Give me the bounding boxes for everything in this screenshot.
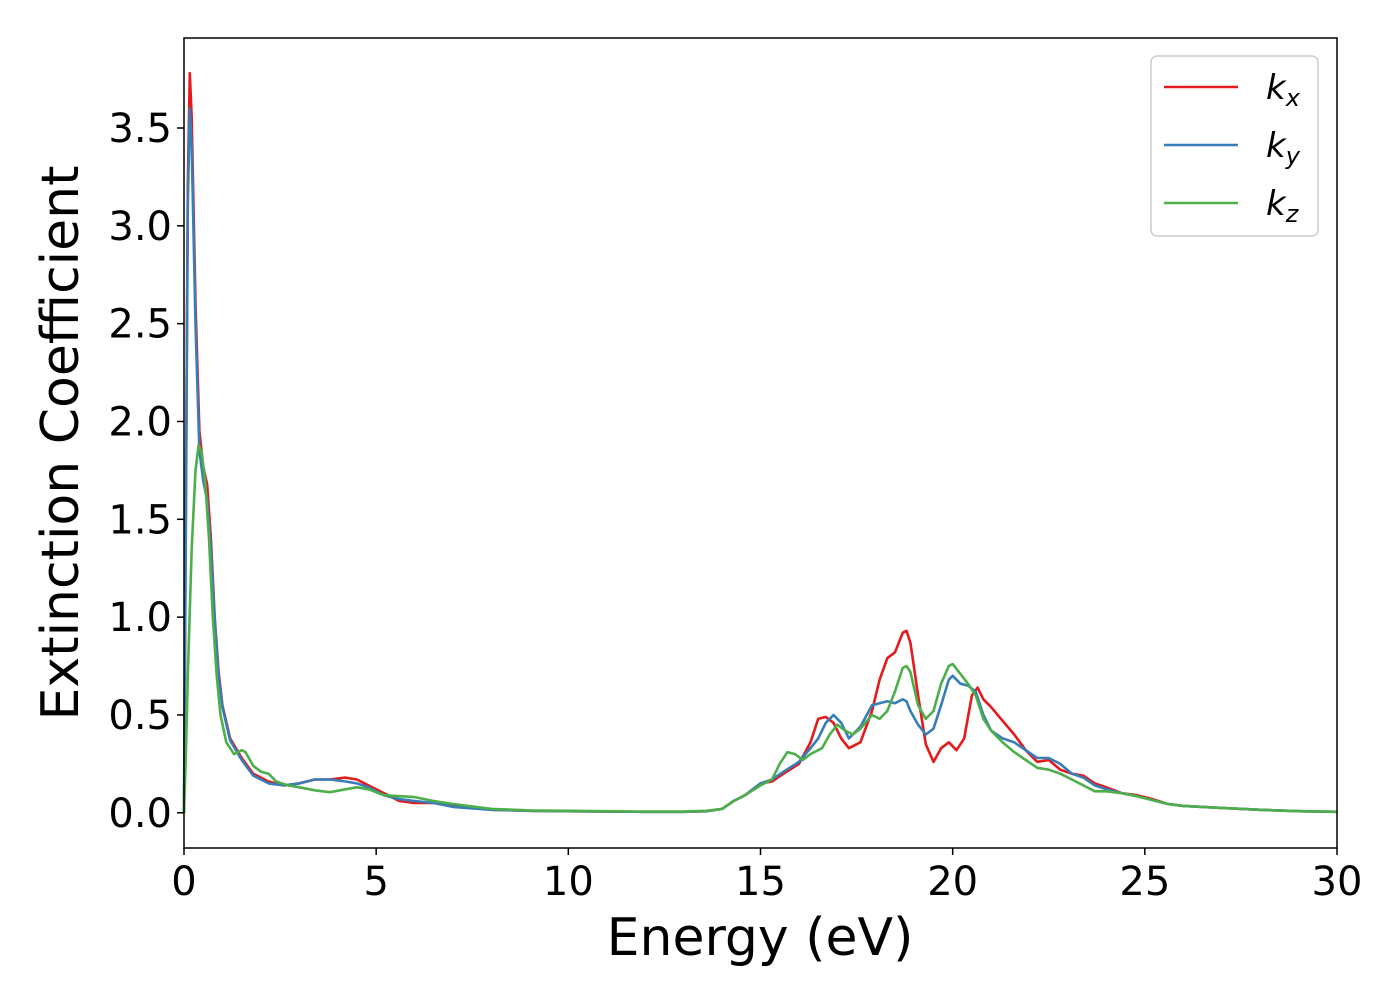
y-tick-label: 1.5 [108, 497, 172, 543]
x-tick-label: 5 [363, 859, 388, 905]
y-tick-label: 0.5 [108, 693, 172, 739]
legend-label-kz: kz [1266, 184, 1300, 228]
y-tick-label: 1.0 [108, 595, 172, 641]
x-axis-label: Energy (eV) [607, 908, 914, 968]
series-line-kz [182, 443, 1338, 814]
x-tick-label: 0 [171, 859, 196, 905]
x-tick-label: 25 [1119, 859, 1170, 905]
x-axis-ticks: 0 5 10 15 20 25 30 [171, 848, 1362, 905]
legend-label-ky: ky [1266, 126, 1301, 170]
y-tick-label: 0.0 [108, 791, 172, 837]
x-tick-label: 10 [543, 859, 594, 905]
y-tick-label: 2.0 [108, 399, 172, 445]
legend-items: kx ky kz [1164, 68, 1301, 228]
legend-label-kx: kx [1266, 68, 1301, 112]
y-axis-ticks: 0.0 0.5 1.0 1.5 2.0 2.5 3.0 3.5 [108, 106, 184, 837]
y-tick-label: 3.0 [108, 204, 172, 250]
x-tick-label: 30 [1312, 859, 1363, 905]
legend: kx ky kz [1150, 55, 1319, 237]
y-tick-label: 3.5 [108, 106, 172, 152]
y-tick-label: 2.5 [108, 302, 172, 348]
x-tick-label: 20 [927, 859, 978, 905]
x-tick-label: 15 [735, 859, 786, 905]
series-layer [182, 71, 1338, 814]
series-line-ky [182, 107, 1338, 814]
y-axis-label: Extinction Coefficient [31, 166, 91, 721]
